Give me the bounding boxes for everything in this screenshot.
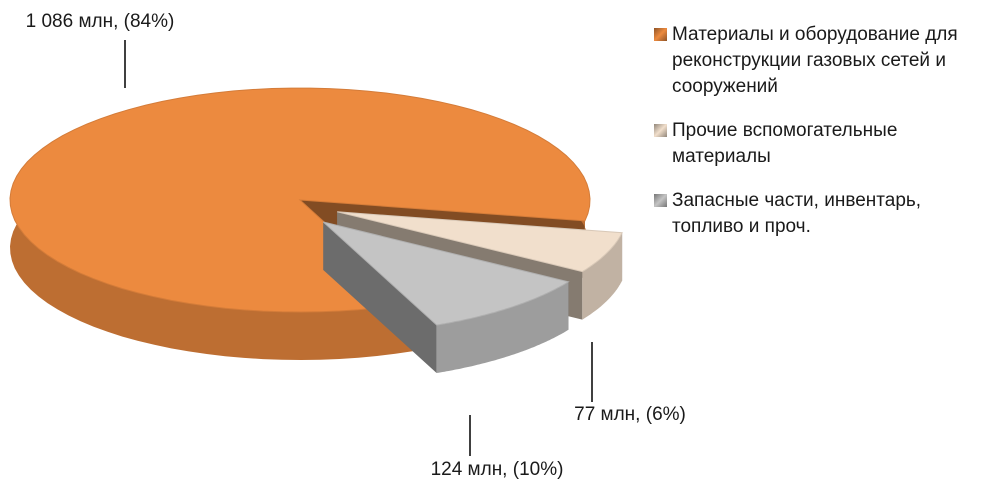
data-label: 1 086 млн, (84%) bbox=[26, 11, 175, 32]
data-label: 77 млн, (6%) bbox=[574, 404, 686, 425]
legend-label: Материалы и оборудование для реконструкц… bbox=[672, 24, 958, 97]
legend-swatch bbox=[654, 194, 667, 207]
legend-item: Материалы и оборудование для реконструкц… bbox=[652, 22, 997, 100]
slice bbox=[337, 211, 623, 273]
slice-side bbox=[436, 281, 569, 373]
legend-label: Прочие вспомогательные материалы bbox=[672, 120, 898, 167]
slice bbox=[9, 87, 591, 313]
legend-label: Запасные части, инвентарь, топливо и про… bbox=[672, 190, 922, 237]
slice-group bbox=[322, 221, 570, 373]
legend-item: Запасные части, инвентарь, топливо и про… bbox=[652, 188, 997, 240]
slice-side bbox=[323, 222, 437, 373]
data-label: 124 млн, (10%) bbox=[431, 459, 564, 480]
slice bbox=[322, 221, 570, 326]
legend-swatch bbox=[654, 124, 667, 137]
slice-side bbox=[582, 232, 623, 320]
legend-swatch bbox=[654, 28, 667, 41]
legend-item: Прочие вспомогательные материалы bbox=[652, 118, 997, 170]
legend: Материалы и оборудование для реконструкц… bbox=[652, 22, 997, 258]
